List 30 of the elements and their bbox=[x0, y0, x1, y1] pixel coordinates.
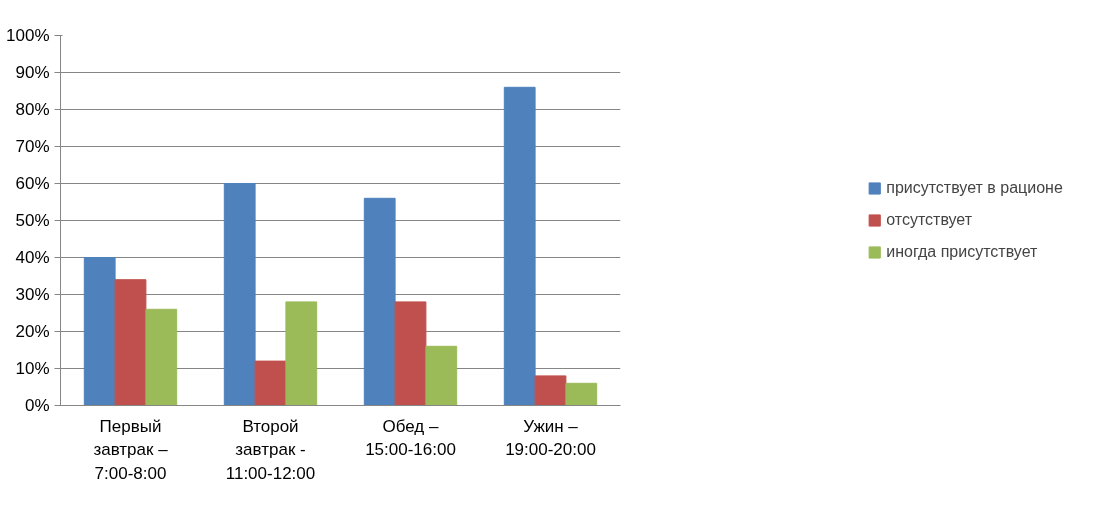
bar bbox=[114, 279, 147, 406]
x-tick-label: Первый завтрак – 7:00-8:00 bbox=[93, 416, 169, 483]
legend-label: иногда присутствует bbox=[886, 243, 1038, 261]
bar bbox=[425, 345, 458, 406]
y-tick-label: 90% bbox=[15, 63, 50, 82]
bar bbox=[285, 301, 318, 406]
x-tick-label: Второй завтрак - 11:00-12:00 bbox=[225, 416, 316, 483]
legend-label: присутствует в рационе bbox=[886, 179, 1063, 197]
y-tick-label: 20% bbox=[15, 322, 50, 341]
x-tick-label: Ужин – 19:00-20:00 bbox=[505, 416, 596, 460]
y-tick-label: 50% bbox=[15, 211, 50, 230]
bar bbox=[254, 360, 287, 406]
y-tick-label: 80% bbox=[15, 100, 50, 119]
y-tick-label: 70% bbox=[15, 137, 50, 156]
bar bbox=[503, 86, 536, 406]
y-tick-label: 40% bbox=[15, 248, 50, 267]
bar bbox=[363, 197, 396, 406]
bar bbox=[565, 382, 598, 406]
y-tick-label: 60% bbox=[15, 174, 50, 193]
bar bbox=[223, 183, 256, 406]
bar bbox=[145, 308, 178, 406]
bar bbox=[534, 375, 567, 406]
x-tick-label: Обед – 15:00-16:00 bbox=[365, 416, 456, 460]
bar bbox=[394, 301, 427, 406]
y-tick-label: 0% bbox=[24, 396, 50, 415]
y-tick-label: 30% bbox=[15, 285, 50, 304]
y-tick-label: 10% bbox=[15, 359, 50, 378]
bar bbox=[83, 257, 116, 406]
legend-label: отсутствует bbox=[886, 211, 973, 229]
y-tick-label: 100% bbox=[6, 26, 50, 45]
